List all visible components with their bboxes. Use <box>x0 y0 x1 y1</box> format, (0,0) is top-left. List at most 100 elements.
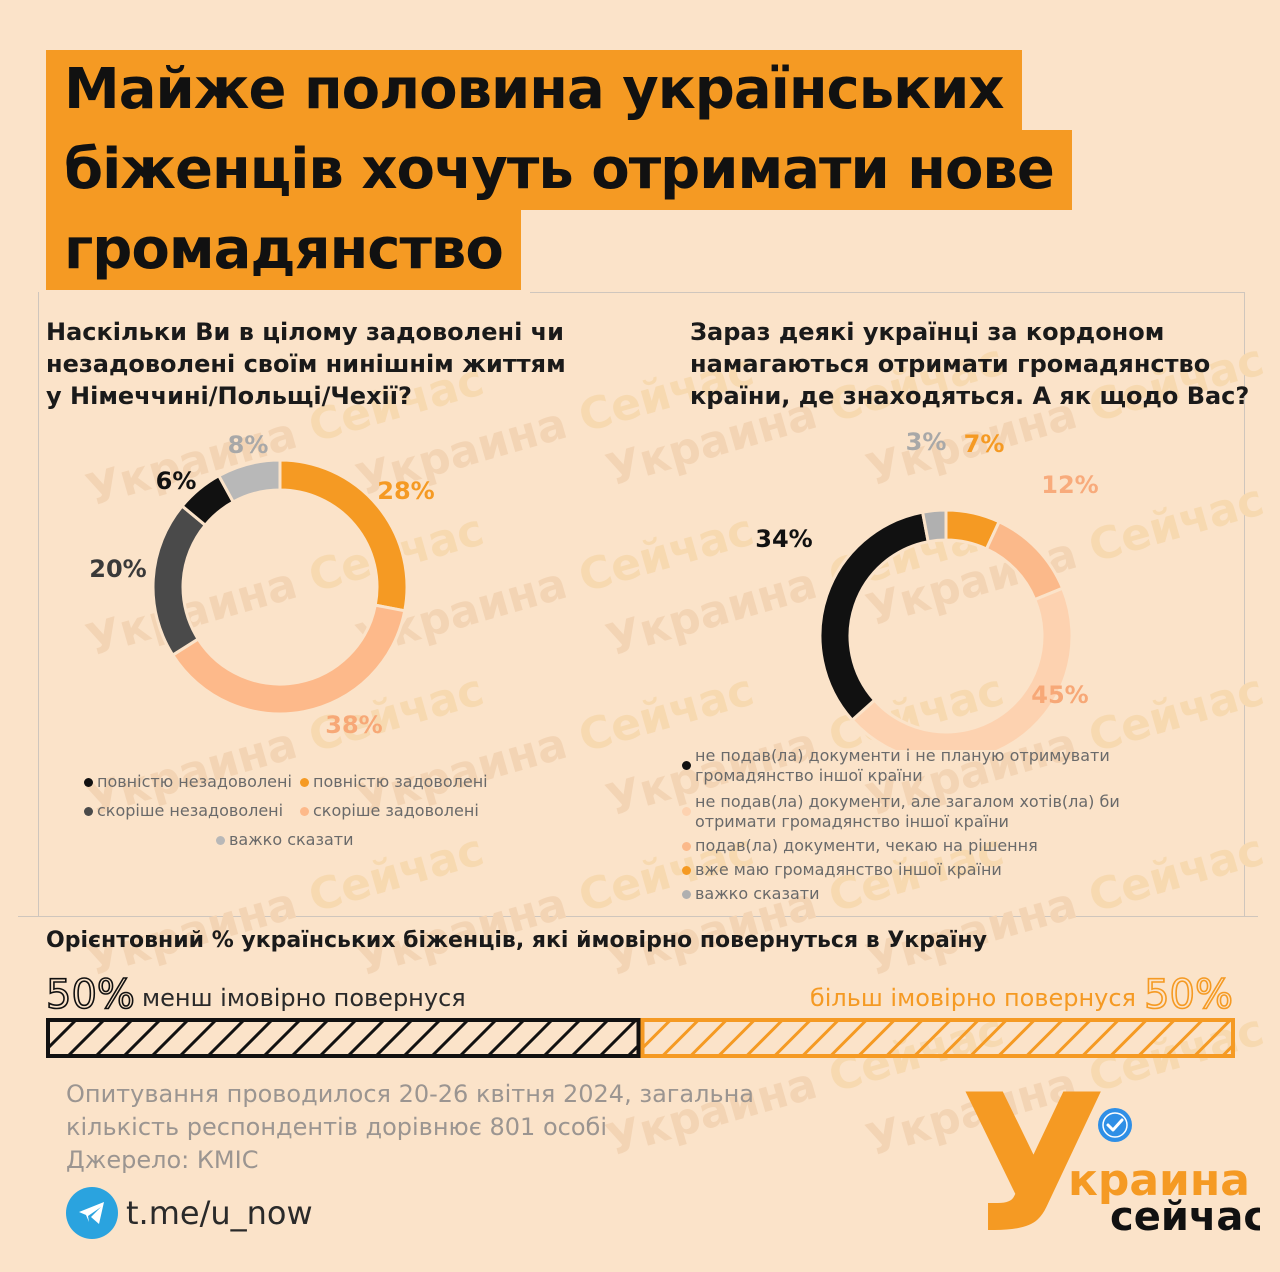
legend-label: важко сказати <box>695 884 820 903</box>
legend-item: важко сказати <box>216 830 353 849</box>
hatch-line <box>745 1020 784 1056</box>
hatch-line <box>94 1020 134 1056</box>
telegram-icon <box>66 1187 118 1239</box>
legend-label: не подав(ла) документи і не планую отрим… <box>695 746 1110 765</box>
donut-slice <box>850 586 1074 750</box>
chart2-question-line: намагаються отримати громадянство <box>690 350 1211 378</box>
chart1-question: Наскільки Ви в цілому задоволені чи неза… <box>46 316 566 412</box>
hatch-line <box>290 1020 330 1056</box>
hatch-line <box>1193 1020 1232 1056</box>
ukraina-seichas-logo: У краина сейчас <box>960 1080 1260 1250</box>
legend-dot <box>84 807 93 816</box>
legend-dot <box>84 778 93 787</box>
legend-item: повністю незадоволені <box>84 772 300 791</box>
donut-slice-label: 45% <box>1031 681 1088 709</box>
hatch-line <box>486 1020 526 1056</box>
legend-item: повністю задоволені <box>300 772 488 791</box>
hatch-line <box>150 1020 190 1056</box>
hatch-line <box>1109 1020 1148 1056</box>
donut-slice-label: 38% <box>325 711 382 739</box>
hatch-line <box>661 1020 700 1056</box>
hatch-line <box>570 1020 610 1056</box>
more-likely-label: більш імовірно повернуся <box>810 984 1136 1012</box>
legend-item: важко сказати <box>682 884 1132 904</box>
donut-slice <box>170 603 407 716</box>
donut-slice-label: 20% <box>89 555 146 583</box>
telegram-link-text[interactable]: t.me/u_now <box>126 1194 313 1232</box>
hatch-line <box>857 1020 896 1056</box>
hatch-line <box>969 1020 1008 1056</box>
survey-info: Опитування проводилося 20-26 квітня 2024… <box>66 1078 754 1177</box>
legend-item: подав(ла) документи, чекаю на рішення <box>682 836 1132 856</box>
legend-dot <box>682 807 691 816</box>
hatch-line <box>346 1020 386 1056</box>
hatch-line <box>829 1020 868 1056</box>
less-likely-label: менш імовірно повернуся <box>142 984 466 1012</box>
legend-item: вже маю громадянство іншої країни <box>682 860 1132 880</box>
donut-slice <box>984 519 1065 602</box>
hatch-line <box>1165 1020 1204 1056</box>
hatch-line <box>234 1020 274 1056</box>
donut-slice <box>818 510 930 723</box>
hatch-line <box>626 1043 639 1056</box>
frame-right-top <box>530 292 1245 293</box>
hatch-line <box>717 1020 756 1056</box>
legend-label: не подав(ла) документи, але загалом хоті… <box>695 792 1120 811</box>
hatch-line <box>402 1020 442 1056</box>
survey-line: Опитування проводилося 20-26 квітня 2024… <box>66 1080 754 1108</box>
legend-dot <box>682 842 691 851</box>
donut-slice <box>920 508 948 544</box>
title-line-1: Майже половина українських <box>46 50 1022 130</box>
legend-label: вже маю громадянство іншої країни <box>695 860 1002 879</box>
legend-label: повністю незадоволені <box>97 772 292 791</box>
hatch-line <box>689 1020 728 1056</box>
legend-label: подав(ла) документи, чекаю на рішення <box>695 836 1038 855</box>
hatch-line <box>374 1020 414 1056</box>
donut-chart-satisfaction: 28% 38% 20% 6% 8% <box>89 431 434 739</box>
hatch-line <box>885 1020 924 1056</box>
donut-slice-label: 3% <box>906 428 947 456</box>
legend-label: повністю задоволені <box>313 772 488 791</box>
return-bar-more-likely <box>640 1018 1235 1058</box>
donut-slice <box>151 503 208 658</box>
donut-slice-label: 28% <box>377 477 434 505</box>
frame-left <box>38 292 39 917</box>
hatch-line <box>913 1020 952 1056</box>
hatch-line <box>458 1020 498 1056</box>
less-likely-percent: 50% <box>46 972 135 1018</box>
hatch-line <box>1081 1020 1120 1056</box>
legend-item: скоріше задоволені <box>300 801 479 820</box>
donut-chart-citizenship: 7% 12% 45% 34% 3% <box>755 428 1099 750</box>
hatch-line <box>1053 1020 1092 1056</box>
hatch-line <box>941 1020 980 1056</box>
hatch-line <box>430 1020 470 1056</box>
donut-slice-label: 6% <box>156 467 197 495</box>
legend-dot <box>216 836 225 845</box>
legend-dot <box>682 890 691 899</box>
chart1-question-line: незадоволені своїм нинішнім життям <box>46 350 566 378</box>
hatch-line <box>1221 1043 1233 1056</box>
legend-label: отримати громадянство іншої країни <box>695 812 1009 831</box>
telegram-link[interactable]: t.me/u_now <box>66 1187 313 1239</box>
hatch-line <box>48 1020 78 1051</box>
frame-bottom <box>18 916 1258 917</box>
hatch-line <box>773 1020 812 1056</box>
hatch-line <box>542 1020 582 1056</box>
donut-slice-label: 7% <box>964 430 1005 458</box>
legend-label: громадянство іншої країни <box>695 766 923 785</box>
hatch-line <box>642 1020 672 1051</box>
hatch-line <box>206 1020 246 1056</box>
logo-letter: У <box>960 1080 1107 1250</box>
hatch-line <box>318 1020 358 1056</box>
legend-dot <box>682 866 691 875</box>
donut-slice-label: 8% <box>228 431 269 459</box>
chart1-question-line: у Німеччині/Польщі/Чехії? <box>46 382 412 410</box>
chart1-legend: повністю незадоволені повністю задоволен… <box>84 772 504 853</box>
return-bar-title: Орієнтовний % українських біженців, які … <box>46 928 987 953</box>
hatch-line <box>514 1020 554 1056</box>
survey-line: кількість респондентів дорівнює 801 особ… <box>66 1113 607 1141</box>
legend-label: важко сказати <box>229 830 354 849</box>
logo-word-2: сейчас <box>1110 1194 1260 1240</box>
legend-item: не подав(ла) документи, але загалом хоті… <box>682 792 1132 832</box>
legend-item: не подав(ла) документи і не планую отрим… <box>682 746 1132 786</box>
